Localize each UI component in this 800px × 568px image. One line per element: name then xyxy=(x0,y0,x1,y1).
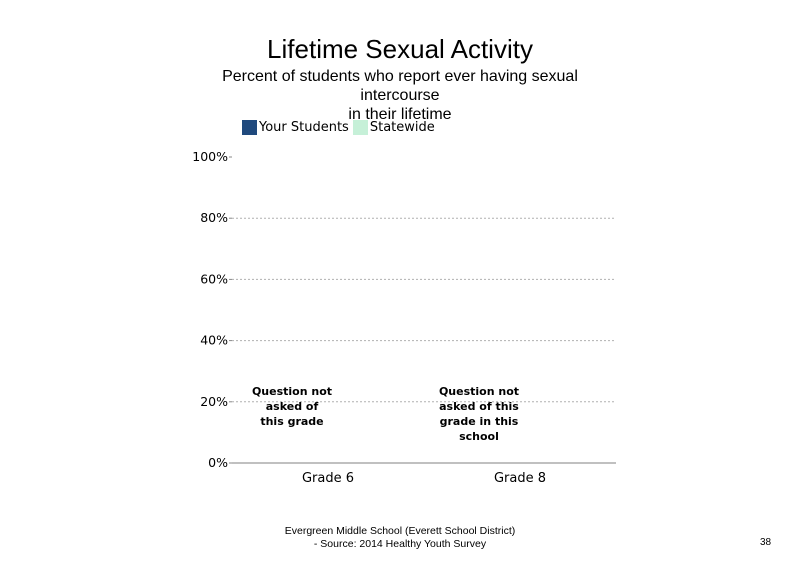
note-line: asked of this xyxy=(439,400,519,413)
chart-title: Lifetime Sexual Activity xyxy=(267,34,533,64)
subtitle-line: Percent of students who report ever havi… xyxy=(222,68,578,85)
legend-item-statewide: Statewide xyxy=(352,119,435,135)
x-tick-label: Grade 8 xyxy=(494,471,546,486)
y-tick-label: 20% xyxy=(200,394,228,409)
note-line: asked of xyxy=(265,400,319,413)
note-grade-8: Question not asked of this grade in this… xyxy=(434,384,524,444)
y-tick-label: 100% xyxy=(192,149,228,164)
legend-swatch xyxy=(242,119,257,135)
x-tick-label: Grade 6 xyxy=(302,471,354,486)
legend-label: Your Students xyxy=(259,119,349,135)
note-line: school xyxy=(459,430,499,443)
subtitle-line: in their lifetime xyxy=(348,106,452,123)
footer-source: Evergreen Middle School (Everett School … xyxy=(0,525,800,551)
y-tick-label: 0% xyxy=(208,455,228,470)
legend-item-your-students: Your Students xyxy=(242,119,349,135)
note-grade-6: Question not asked of this grade xyxy=(247,384,337,429)
y-tick-label: 40% xyxy=(200,333,228,348)
y-tick-label: 60% xyxy=(200,271,228,286)
legend-swatch xyxy=(352,119,368,135)
y-tick-label: 80% xyxy=(200,210,228,225)
note-line: Question not xyxy=(438,385,520,398)
chart-subtitle: Percent of students who report ever havi… xyxy=(205,67,595,124)
subtitle-line: intercourse xyxy=(360,87,440,104)
note-line: this grade xyxy=(260,415,324,428)
note-line: grade in this xyxy=(439,415,519,428)
chart-legend: Your Students Statewide xyxy=(242,119,439,135)
footer-line: Evergreen Middle School (Everett School … xyxy=(284,525,516,537)
legend-label: Statewide xyxy=(369,119,435,135)
footer-line: - Source: 2014 Healthy Youth Survey xyxy=(313,538,487,550)
page-number: 38 xyxy=(760,537,772,548)
note-line: Question not xyxy=(251,385,333,398)
